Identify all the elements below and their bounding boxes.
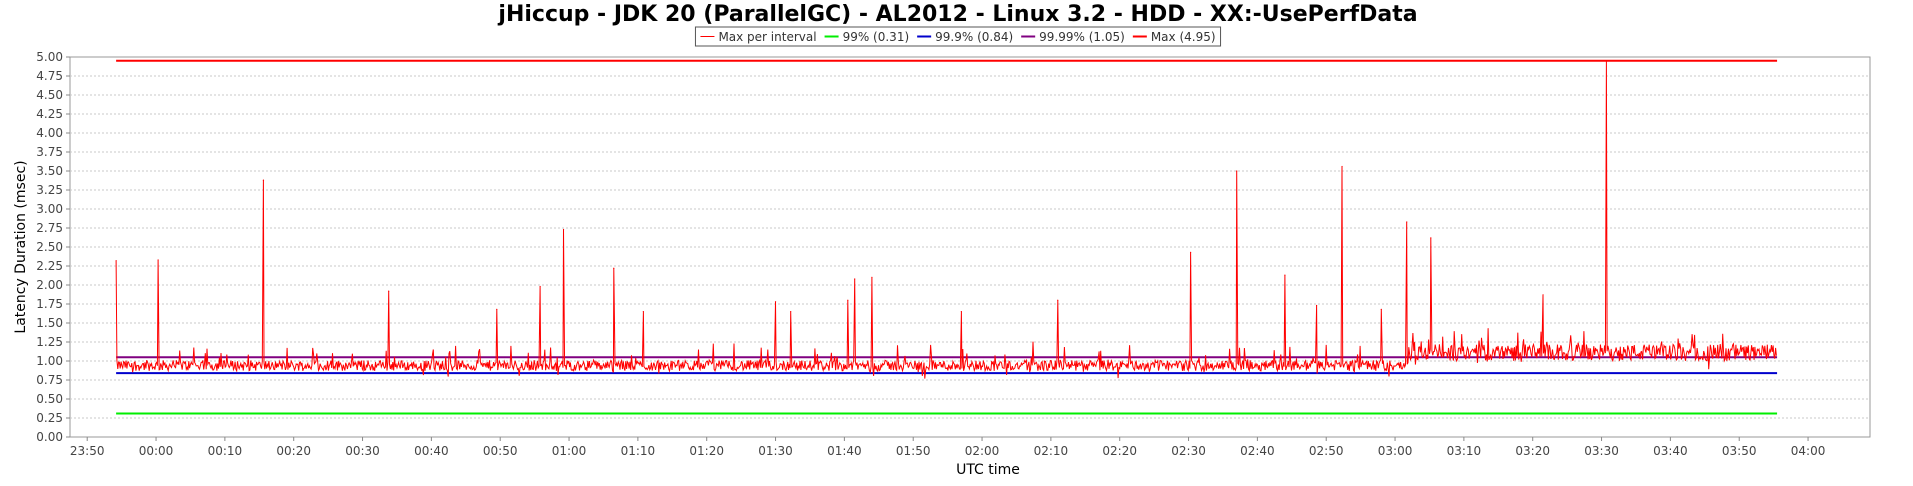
spike-point <box>1380 308 1382 310</box>
x-tick-label: 03:30 <box>1584 444 1619 458</box>
spike-point <box>960 311 962 313</box>
legend-item-label: Max per interval <box>718 30 816 44</box>
spike-point <box>790 311 792 313</box>
x-tick-label: 03:10 <box>1447 444 1482 458</box>
series-layer <box>115 59 1778 415</box>
y-tick-label: 1.75 <box>36 297 63 311</box>
spike-point <box>1236 170 1238 172</box>
x-tick-label: 23:50 <box>70 444 105 458</box>
spike-point <box>115 260 117 262</box>
y-tick-label: 4.75 <box>36 69 63 83</box>
x-tick-label: 03:40 <box>1653 444 1688 458</box>
x-tick-label: 00:40 <box>414 444 449 458</box>
x-tick-label: 01:40 <box>827 444 862 458</box>
y-tick-label: 2.00 <box>36 278 63 292</box>
y-tick-label: 0.75 <box>36 373 63 387</box>
y-tick-label: 2.75 <box>36 221 63 235</box>
x-tick-label: 03:00 <box>1378 444 1413 458</box>
x-tick-label: 02:00 <box>965 444 1000 458</box>
legend-box <box>694 26 1222 47</box>
y-tick-label: 0.25 <box>36 411 63 425</box>
spike-point <box>871 276 873 278</box>
spike-point <box>539 285 541 288</box>
y-axis-ticks: 0.00 0.25 0.50 0.75 1.00 1.25 1.50 1.75 2.00 2.25… <box>36 50 70 444</box>
x-tick-label: 02:40 <box>1240 444 1275 458</box>
spike-point <box>1605 60 1607 62</box>
y-tick-label: 1.50 <box>36 316 63 330</box>
grid <box>70 75 1870 419</box>
y-tick-label: 4.00 <box>36 126 63 140</box>
spike-point <box>1430 237 1432 239</box>
y-axis-label: Latency Duration (msec) <box>13 160 29 333</box>
x-tick-label: 02:50 <box>1309 444 1344 458</box>
legend-item-label: 99% (0.31) <box>843 30 910 44</box>
y-tick-label: 3.50 <box>36 164 63 178</box>
legend-item-label: 99.99% (1.05) <box>1039 30 1125 44</box>
x-axis-ticks: 23:50 00:00 00:10 00:20 00:30 00:40 00:50 01:00… <box>70 437 1825 458</box>
spike-point <box>847 299 849 301</box>
spike-point <box>642 311 644 313</box>
spike-point <box>854 278 856 280</box>
spike-point <box>1057 299 1059 301</box>
spike-point <box>496 308 498 310</box>
spike-point <box>613 267 615 269</box>
x-tick-label: 01:10 <box>621 444 656 458</box>
legend: Max per interval 99% (0.31) 99.9% (0.84) 99… <box>694 26 1222 47</box>
series-line-0 <box>115 60 1777 379</box>
x-tick-label: 00:20 <box>276 444 311 458</box>
y-tick-label: 0.00 <box>36 430 63 444</box>
x-tick-label: 01:00 <box>552 444 587 458</box>
spike-point <box>1341 165 1343 168</box>
y-tick-label: 4.50 <box>36 88 63 102</box>
spike-point <box>262 179 265 181</box>
y-tick-label: 3.25 <box>36 183 63 197</box>
x-tick-label: 00:30 <box>345 444 380 458</box>
x-tick-label: 00:50 <box>483 444 518 458</box>
x-tick-label: 02:30 <box>1171 444 1206 458</box>
spike-point <box>1406 221 1408 223</box>
y-tick-label: 4.25 <box>36 107 63 121</box>
y-tick-label: 1.25 <box>36 335 63 349</box>
spike-point <box>1315 304 1318 307</box>
x-tick-label: 01:30 <box>758 444 793 458</box>
x-tick-label: 02:10 <box>1034 444 1069 458</box>
x-axis-label: UTC time <box>956 462 1020 478</box>
chart-title: jHiccup - JDK 20 (ParallelGC) - AL2012 -… <box>497 2 1417 27</box>
x-tick-label: 02:20 <box>1102 444 1137 458</box>
x-tick-label: 00:00 <box>139 444 174 458</box>
y-tick-label: 0.50 <box>36 392 63 406</box>
x-tick-label: 04:00 <box>1791 444 1826 458</box>
legend-item-label: 99.9% (0.84) <box>935 30 1013 44</box>
spike-point <box>1542 294 1544 296</box>
x-tick-label: 00:10 <box>208 444 243 458</box>
x-tick-label: 01:50 <box>896 444 931 458</box>
y-tick-label: 3.00 <box>36 202 63 216</box>
spike-point <box>157 259 159 261</box>
x-tick-label: 03:50 <box>1722 444 1757 458</box>
spike-point <box>774 301 777 303</box>
y-tick-label: 1.00 <box>36 354 63 368</box>
x-tick-label: 03:20 <box>1515 444 1550 458</box>
x-tick-label: 01:20 <box>689 444 724 458</box>
legend-item-label: Max (4.95) <box>1151 30 1216 44</box>
spike-point <box>1284 274 1286 276</box>
spike-point <box>388 290 390 292</box>
y-tick-label: 2.25 <box>36 259 63 273</box>
y-tick-label: 2.50 <box>36 240 63 254</box>
spike-point <box>562 228 565 231</box>
spike-point <box>1190 251 1192 253</box>
y-tick-label: 5.00 <box>36 50 63 64</box>
y-tick-label: 3.75 <box>36 145 63 159</box>
